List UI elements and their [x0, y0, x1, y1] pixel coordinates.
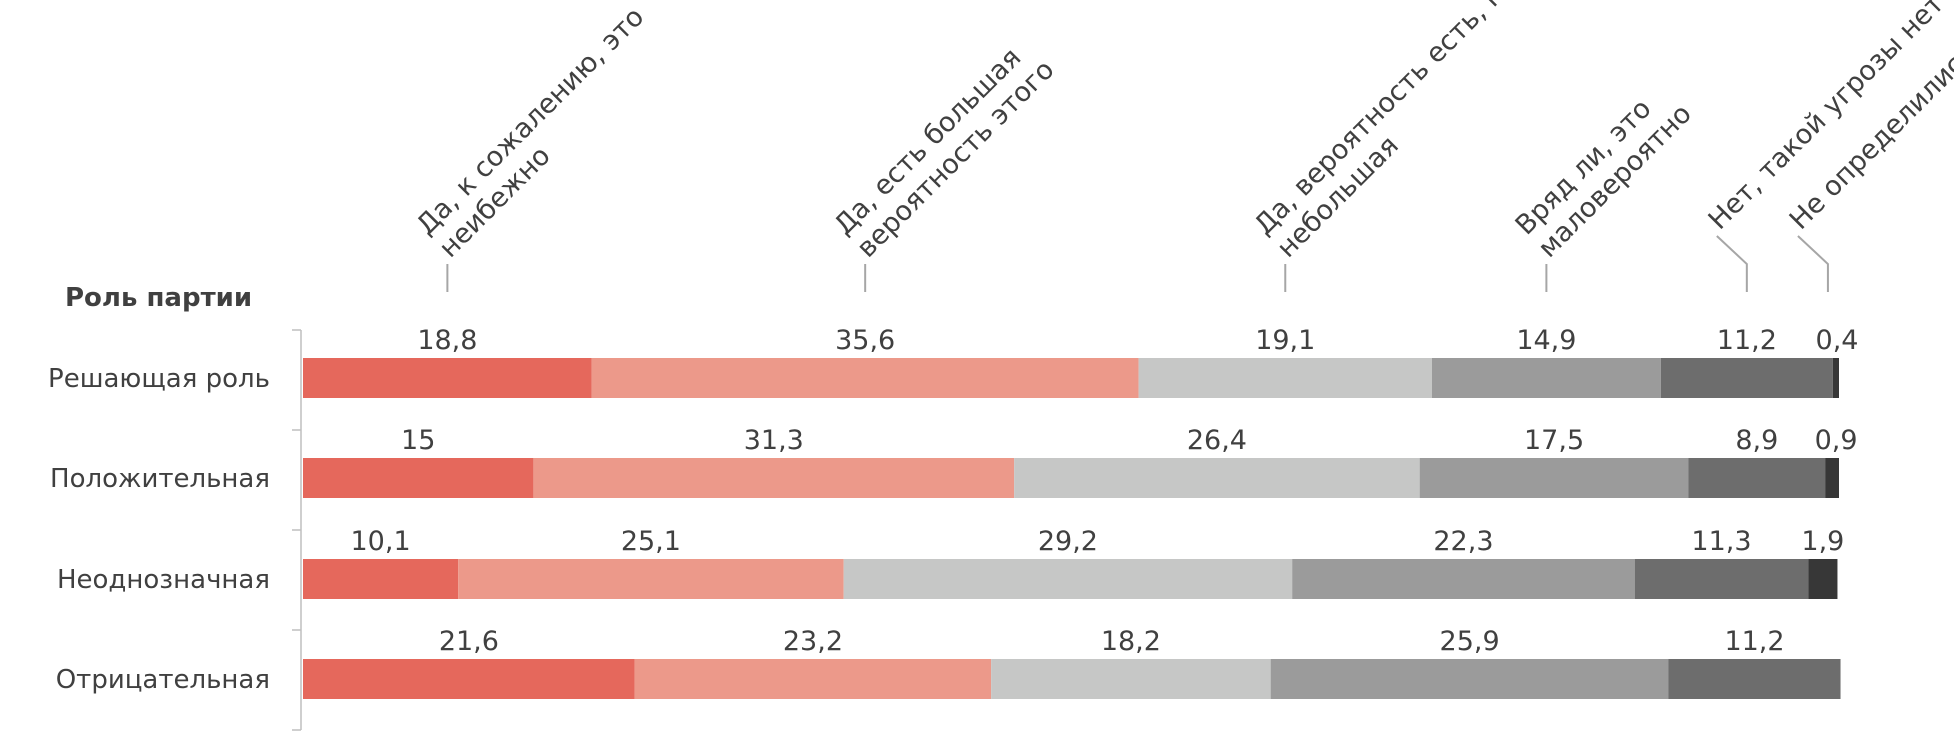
data-label: 18,8 — [417, 325, 477, 356]
data-label: 29,2 — [1038, 526, 1098, 557]
data-label: 1,9 — [1801, 526, 1844, 557]
bar-segment — [1825, 458, 1839, 498]
data-label: 26,4 — [1187, 425, 1247, 456]
bar-segment — [1138, 358, 1432, 398]
data-label: 23,2 — [783, 626, 843, 657]
category-label: Отрицательная — [56, 665, 270, 695]
bar-segment — [303, 659, 635, 699]
data-label: 18,2 — [1101, 626, 1161, 657]
bar-segment — [303, 358, 592, 398]
legend-label: вероятность этого — [851, 54, 1060, 263]
bar-segment — [1014, 458, 1420, 498]
data-label: 0,9 — [1815, 425, 1858, 456]
data-label: 10,1 — [351, 526, 411, 557]
data-label: 21,6 — [439, 626, 499, 657]
bar-segment — [458, 559, 844, 599]
legend-label: Да, к сожалению, это — [411, 1, 651, 241]
legend-label: Да, вероятность есть, но — [1249, 0, 1523, 241]
data-label: 25,9 — [1440, 626, 1500, 657]
legend-leader-line — [1797, 235, 1829, 292]
data-label: 15 — [401, 425, 435, 456]
bar-segment — [533, 458, 1015, 498]
category-label: Неоднозначная — [57, 565, 270, 595]
data-label: 14,9 — [1516, 325, 1576, 356]
category-label: Положительная — [50, 464, 270, 494]
data-label: 22,3 — [1433, 526, 1493, 557]
data-label: 35,6 — [835, 325, 895, 356]
bar-segment — [1270, 659, 1669, 699]
data-label: 8,9 — [1735, 425, 1778, 456]
bar-segment — [1660, 358, 1833, 398]
group-title: Роль партии — [65, 283, 252, 313]
bar-segment — [1431, 358, 1661, 398]
bar-segment — [634, 659, 992, 699]
legend-label: Да, есть большая — [828, 42, 1027, 241]
data-label: 0,4 — [1816, 325, 1859, 356]
bar-segment — [1688, 458, 1826, 498]
bar-segment — [1292, 559, 1635, 599]
bar-segment — [1419, 458, 1689, 498]
bar-segment — [1668, 659, 1841, 699]
bar-segment — [591, 358, 1139, 398]
bar-segment — [303, 458, 534, 498]
bar-segment — [303, 559, 459, 599]
bar-segment — [843, 559, 1293, 599]
data-label: 11,2 — [1724, 626, 1784, 657]
data-label: 25,1 — [621, 526, 681, 557]
data-label: 17,5 — [1524, 425, 1584, 456]
data-label: 19,1 — [1255, 325, 1315, 356]
bar-segment — [1808, 559, 1838, 599]
data-label: 11,3 — [1691, 526, 1751, 557]
data-label: 11,2 — [1717, 325, 1777, 356]
legend-leader-line — [1716, 235, 1748, 292]
data-label: 31,3 — [744, 425, 804, 456]
category-label: Решающая роль — [48, 364, 270, 394]
bar-segment — [1832, 358, 1839, 398]
bar-segment — [1634, 559, 1809, 599]
bar-segment — [991, 659, 1271, 699]
